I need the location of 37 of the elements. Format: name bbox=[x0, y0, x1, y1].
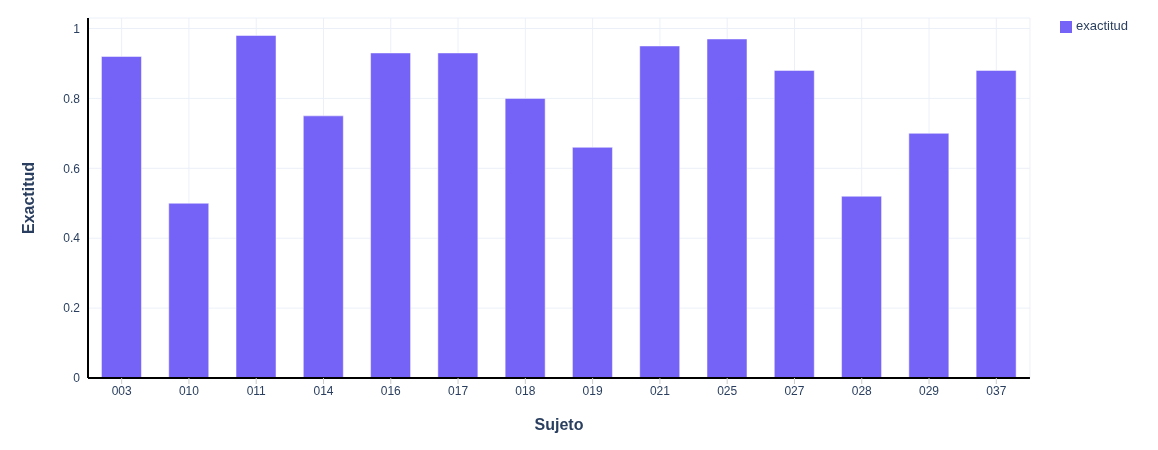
x-tick-label: 018 bbox=[515, 383, 536, 398]
bar bbox=[168, 202, 209, 378]
x-tick-label: 037 bbox=[986, 383, 1007, 398]
x-tick-label: 017 bbox=[448, 383, 469, 398]
x-tick-label: 010 bbox=[178, 383, 200, 398]
y-tick-label: 1 bbox=[73, 21, 81, 36]
bar bbox=[975, 70, 1017, 378]
legend-label: exactitud bbox=[1075, 18, 1128, 33]
bar bbox=[572, 147, 613, 378]
bar bbox=[908, 133, 950, 378]
y-tick-label: 0.4 bbox=[63, 231, 81, 246]
x-axis-title: Sujeto bbox=[534, 416, 584, 433]
bar bbox=[774, 70, 815, 378]
x-tick-label: 029 bbox=[919, 383, 940, 398]
bar bbox=[235, 35, 277, 378]
x-tick-label: 028 bbox=[851, 383, 873, 398]
x-tick-label: 014 bbox=[313, 383, 334, 398]
bar bbox=[101, 56, 142, 378]
y-tick-label: 0.8 bbox=[63, 91, 81, 106]
y-axis-title: Exactitud bbox=[19, 161, 37, 235]
y-tick-label: 0.2 bbox=[63, 301, 81, 316]
y-tick-label: 0 bbox=[73, 371, 81, 386]
bar bbox=[303, 115, 344, 378]
x-tick-label: 027 bbox=[784, 383, 805, 398]
bar bbox=[639, 45, 680, 378]
x-tick-label: 011 bbox=[246, 383, 267, 398]
x-tick-label: 019 bbox=[582, 383, 603, 398]
bar bbox=[841, 196, 882, 378]
x-tick-label: 016 bbox=[380, 383, 402, 398]
y-tick-label: 0.6 bbox=[63, 161, 81, 176]
x-tick-label: 003 bbox=[111, 383, 132, 398]
bar bbox=[437, 52, 479, 378]
x-tick-label: 021 bbox=[649, 383, 671, 398]
bar bbox=[370, 52, 411, 378]
x-tick-label: 025 bbox=[717, 383, 738, 398]
bar bbox=[706, 38, 748, 378]
bar bbox=[504, 98, 546, 378]
